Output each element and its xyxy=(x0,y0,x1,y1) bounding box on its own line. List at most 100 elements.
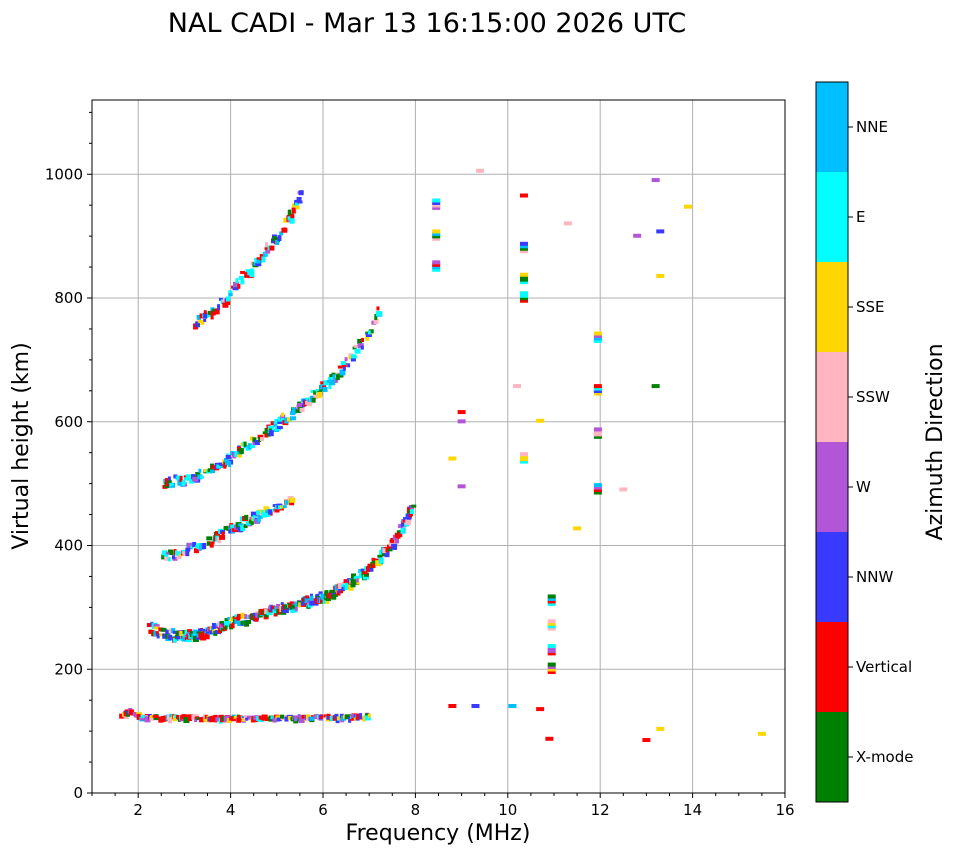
data-point xyxy=(211,622,216,629)
data-point xyxy=(457,484,466,489)
data-point xyxy=(350,713,355,718)
data-point xyxy=(209,542,214,548)
data-point xyxy=(323,599,330,604)
data-point xyxy=(254,518,260,524)
colorbar-label: NNW xyxy=(856,568,893,586)
data-point xyxy=(593,338,602,343)
data-point xyxy=(394,537,399,544)
data-point xyxy=(235,524,242,529)
data-point xyxy=(172,637,177,643)
data-point xyxy=(181,714,187,720)
data-point xyxy=(221,531,225,536)
data-point xyxy=(375,560,382,567)
data-point xyxy=(619,487,628,492)
data-point xyxy=(519,244,528,249)
data-point xyxy=(149,715,154,719)
data-point xyxy=(324,590,329,595)
data-point xyxy=(176,475,183,481)
data-point xyxy=(158,716,164,723)
data-point xyxy=(310,389,315,393)
data-point xyxy=(354,575,360,579)
data-point xyxy=(186,542,192,548)
data-point xyxy=(222,623,226,627)
data-point xyxy=(276,426,283,430)
data-point xyxy=(508,703,517,708)
data-point xyxy=(240,612,245,619)
data-point xyxy=(294,601,300,607)
y-tick-label: 600 xyxy=(54,413,83,431)
colorbar-segment xyxy=(816,532,848,622)
data-point xyxy=(162,633,167,638)
data-point xyxy=(297,402,303,407)
data-point xyxy=(199,542,203,548)
data-point xyxy=(250,617,255,621)
data-point xyxy=(272,504,277,508)
data-point xyxy=(168,717,173,724)
data-point xyxy=(295,408,301,413)
data-point xyxy=(448,456,457,461)
data-point xyxy=(519,280,528,285)
data-point xyxy=(407,506,412,513)
data-point xyxy=(329,715,335,721)
data-point xyxy=(593,391,602,396)
data-point xyxy=(284,418,289,424)
data-point xyxy=(199,475,204,479)
data-point xyxy=(183,717,190,724)
data-point xyxy=(364,715,371,721)
data-point xyxy=(297,200,303,204)
data-point xyxy=(386,544,391,549)
data-point xyxy=(374,313,378,320)
data-point xyxy=(593,331,602,336)
data-point xyxy=(140,716,145,721)
data-point xyxy=(359,713,363,720)
data-point xyxy=(294,606,298,612)
data-point xyxy=(547,669,556,674)
data-point xyxy=(519,457,528,462)
data-point xyxy=(256,257,262,262)
data-point xyxy=(432,262,441,267)
data-point xyxy=(593,333,602,338)
data-point xyxy=(344,357,348,362)
data-point xyxy=(362,570,368,575)
data-point xyxy=(262,431,268,435)
data-point xyxy=(252,437,257,444)
data-point xyxy=(237,715,243,721)
data-point xyxy=(153,623,158,628)
data-point xyxy=(240,270,246,274)
colorbar: X-mode Vertical NNW W SSW SSE E NNE xyxy=(815,81,913,803)
data-point xyxy=(161,550,167,556)
y-tick-label: 0 xyxy=(73,784,83,802)
data-point xyxy=(357,338,363,344)
data-point xyxy=(261,512,267,518)
data-point xyxy=(273,421,278,427)
data-point xyxy=(164,554,169,559)
data-point xyxy=(268,430,274,437)
data-point xyxy=(176,633,183,640)
data-point xyxy=(272,236,277,242)
data-point xyxy=(405,518,410,525)
data-point xyxy=(367,330,371,335)
data-point xyxy=(182,551,187,556)
data-point xyxy=(290,416,297,421)
data-point xyxy=(244,271,250,278)
data-point xyxy=(220,462,224,466)
data-point xyxy=(181,636,188,642)
data-point xyxy=(334,584,339,591)
series-f-second-trace xyxy=(161,496,296,562)
data-point xyxy=(200,319,205,325)
data-point xyxy=(361,338,365,343)
data-point xyxy=(203,318,207,322)
data-point xyxy=(352,346,357,350)
data-point xyxy=(172,715,177,722)
data-point xyxy=(224,620,231,627)
data-point xyxy=(203,469,208,473)
data-point xyxy=(547,665,556,670)
data-point xyxy=(298,717,305,724)
colorbar-segment xyxy=(816,352,848,442)
data-point xyxy=(301,404,305,408)
data-point xyxy=(371,557,376,561)
data-point xyxy=(519,291,528,296)
data-point xyxy=(432,198,441,203)
data-point xyxy=(547,626,556,631)
